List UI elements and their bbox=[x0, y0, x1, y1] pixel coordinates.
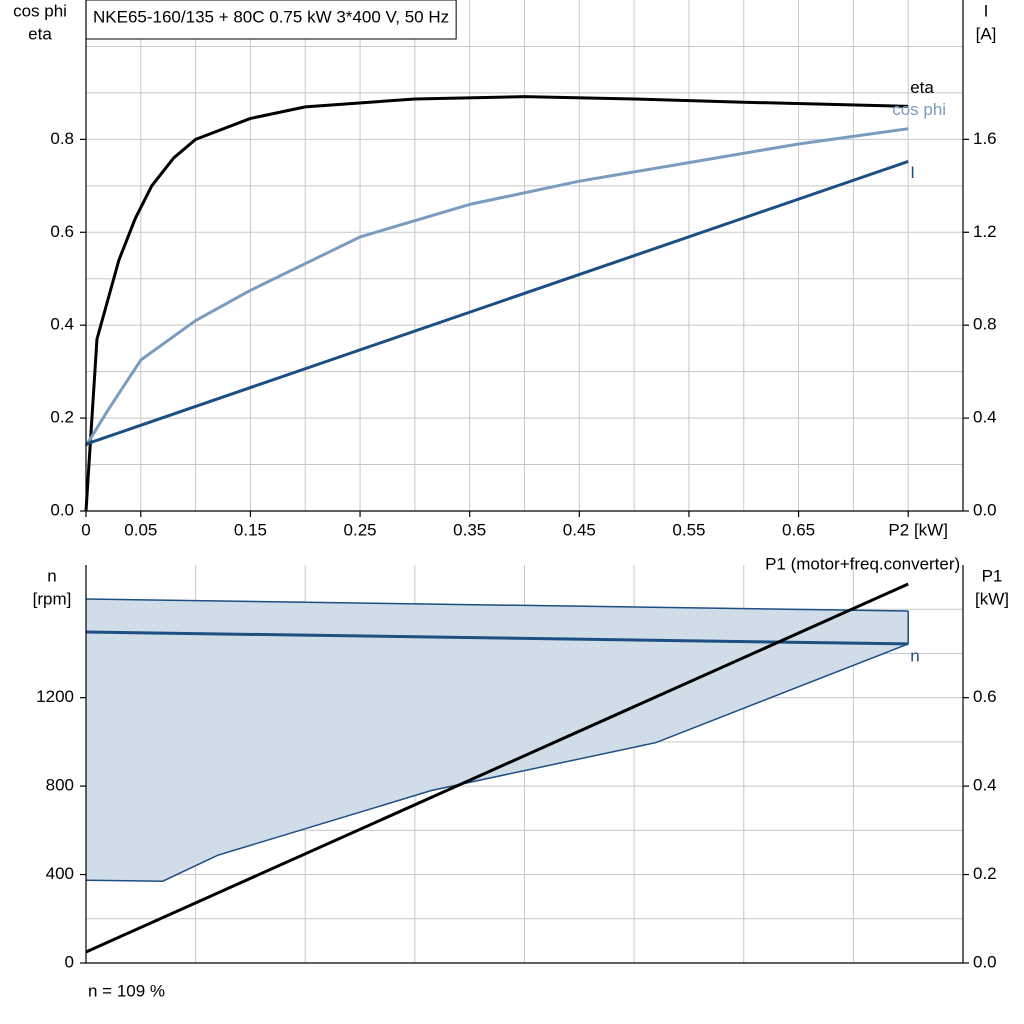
series-label: n bbox=[910, 646, 919, 665]
band-upper bbox=[85, 598, 909, 612]
y2-axis-label: I bbox=[984, 1, 989, 20]
chart-title: NKE65-160/135 + 80C 0.75 kW 3*400 V, 50 … bbox=[93, 7, 449, 26]
y-tick-label: 0.4 bbox=[50, 315, 74, 334]
y-tick-label: 800 bbox=[46, 776, 74, 795]
title-box bbox=[85, 0, 457, 40]
y2-tick-label: 1.2 bbox=[973, 222, 997, 241]
series-line bbox=[84, 127, 909, 447]
y-axis-label: cos phi bbox=[13, 1, 67, 20]
y-tick-label: 0.0 bbox=[50, 500, 74, 519]
x-tick-label: 0.35 bbox=[453, 520, 486, 539]
y-axis-label: eta bbox=[28, 24, 52, 43]
y-axis-label: n bbox=[47, 566, 56, 585]
series-label: cos phi bbox=[892, 100, 946, 119]
y2-tick-label: 0.4 bbox=[973, 776, 997, 795]
y-tick-label: 0.8 bbox=[50, 129, 74, 148]
band-lower bbox=[85, 643, 909, 882]
x-tick-label: 0.05 bbox=[124, 520, 157, 539]
y2-axis-label: [A] bbox=[976, 24, 997, 43]
annotation: n = 109 % bbox=[88, 981, 165, 1000]
x-tick-label: P2 [kW] bbox=[888, 520, 948, 539]
series-label: eta bbox=[910, 78, 934, 97]
y2-tick-label: 0.2 bbox=[973, 864, 997, 883]
x-tick-label: 0.65 bbox=[782, 520, 815, 539]
y2-tick-label: 0.0 bbox=[973, 500, 997, 519]
series-line bbox=[85, 160, 909, 446]
y2-tick-label: 1.6 bbox=[973, 129, 997, 148]
x-tick-label: 0.15 bbox=[234, 520, 267, 539]
series-line bbox=[85, 630, 909, 646]
y2-tick-label: 0.8 bbox=[973, 315, 997, 334]
y-tick-label: 1200 bbox=[36, 687, 74, 706]
series-line bbox=[84, 95, 909, 512]
x-tick-label: 0.55 bbox=[672, 520, 705, 539]
y-tick-label: 0 bbox=[65, 952, 74, 971]
y-tick-label: 0.2 bbox=[50, 408, 74, 427]
y2-tick-label: 0.6 bbox=[973, 687, 997, 706]
y2-axis-label: [kW] bbox=[975, 589, 1009, 608]
y-axis-label: [rpm] bbox=[33, 589, 72, 608]
y-tick-label: 0.6 bbox=[50, 222, 74, 241]
x-tick-label: 0 bbox=[81, 520, 90, 539]
band-area bbox=[86, 599, 909, 882]
y-tick-label: 400 bbox=[46, 864, 74, 883]
x-tick-label: 0.25 bbox=[344, 520, 377, 539]
series-label: P1 (motor+freq.converter) bbox=[765, 554, 960, 573]
series-label: I bbox=[910, 163, 915, 182]
y2-tick-label: 0.0 bbox=[973, 952, 997, 971]
y2-axis-label: P1 bbox=[982, 566, 1003, 585]
y2-tick-label: 0.4 bbox=[973, 408, 997, 427]
series-line bbox=[85, 582, 909, 954]
x-tick-label: 0.45 bbox=[563, 520, 596, 539]
